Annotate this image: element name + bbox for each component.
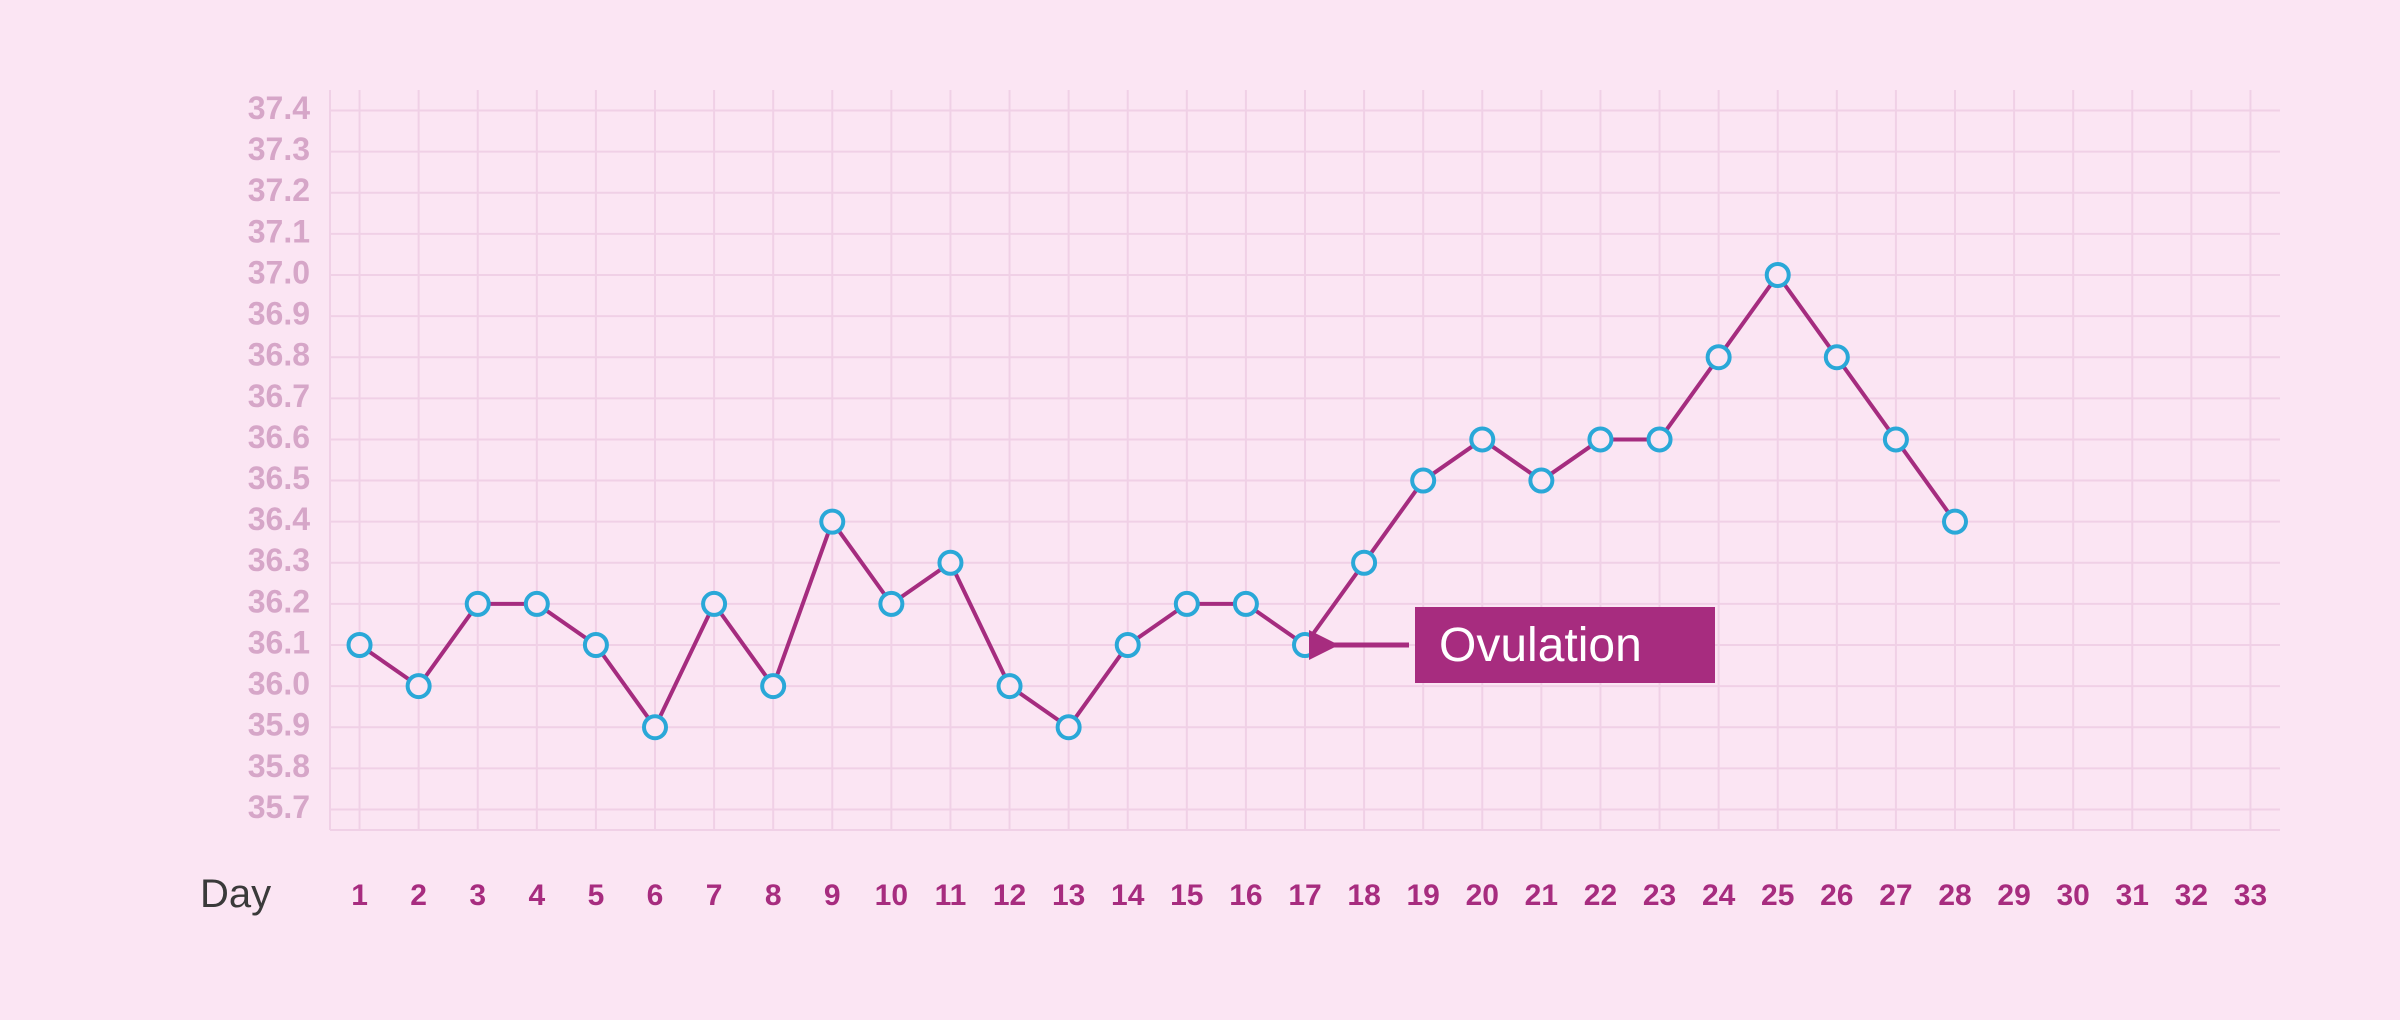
x-tick-label: 21 (1525, 879, 1558, 912)
y-tick-label: 37.0 (248, 254, 310, 290)
data-point (1058, 716, 1080, 738)
x-tick-label: 12 (993, 879, 1026, 912)
data-point (1885, 428, 1907, 450)
data-point (467, 593, 489, 615)
data-point (1235, 593, 1257, 615)
data-point (939, 552, 961, 574)
x-tick-label: 32 (2175, 879, 2208, 912)
data-point (1944, 511, 1966, 533)
x-tick-label: 15 (1170, 879, 1203, 912)
grid (330, 90, 2280, 830)
x-tick-label: 3 (469, 879, 486, 912)
x-tick-label: 2 (410, 879, 427, 912)
data-point (880, 593, 902, 615)
x-tick-label: 11 (935, 879, 967, 912)
y-tick-label: 35.9 (248, 707, 310, 743)
data-point (585, 634, 607, 656)
y-tick-label: 36.3 (248, 542, 310, 578)
y-tick-label: 36.1 (248, 624, 310, 660)
x-tick-label: 13 (1052, 879, 1085, 912)
y-axis: 35.7 35.8 35.9 36.0 36.1 36.2 36.3 36.4 36.5 36.6… (248, 90, 310, 825)
temperature-series (349, 264, 1966, 738)
y-tick-label: 36.6 (248, 419, 310, 455)
x-tick-label: 33 (2234, 879, 2267, 912)
data-point (1708, 346, 1730, 368)
x-tick-label: 16 (1229, 879, 1262, 912)
chart-svg: 35.7 35.8 35.9 36.0 36.1 36.2 36.3 36.4 36.5 36.6… (0, 0, 2400, 1020)
data-point (1176, 593, 1198, 615)
x-tick-label: 26 (1820, 879, 1853, 912)
x-tick-label: 29 (1997, 879, 2030, 912)
y-tick-label: 36.5 (248, 460, 310, 496)
y-tick-label: 37.2 (248, 172, 310, 208)
data-point (1649, 428, 1671, 450)
x-tick-label: 14 (1111, 879, 1145, 912)
y-tick-label: 37.4 (248, 90, 310, 126)
y-tick-label: 37.1 (248, 213, 310, 249)
data-point (1353, 552, 1375, 574)
data-point (762, 675, 784, 697)
temperature-line (360, 275, 1955, 727)
data-point (703, 593, 725, 615)
x-tick-label: 19 (1406, 879, 1439, 912)
data-point (349, 634, 371, 656)
data-point (1767, 264, 1789, 286)
x-tick-label: 28 (1938, 879, 1971, 912)
x-tick-label: 25 (1761, 879, 1794, 912)
x-tick-label: 22 (1584, 879, 1617, 912)
x-tick-label: 10 (875, 879, 908, 912)
x-tick-label: 9 (824, 879, 841, 912)
data-point (1294, 634, 1316, 656)
x-tick-label: 4 (528, 879, 545, 912)
data-point (408, 675, 430, 697)
y-tick-label: 37.3 (248, 131, 310, 167)
y-tick-label: 36.8 (248, 337, 310, 373)
x-axis: 1234567891011121314151617181920212223242… (200, 872, 2267, 916)
data-point (1117, 634, 1139, 656)
x-tick-label: 27 (1879, 879, 1912, 912)
data-point (1412, 470, 1434, 492)
y-tick-label: 36.9 (248, 296, 310, 332)
bbt-chart: 35.7 35.8 35.9 36.0 36.1 36.2 36.3 36.4 36.5 36.6… (0, 0, 2400, 1020)
data-point (1826, 346, 1848, 368)
x-tick-label: 18 (1347, 879, 1380, 912)
x-tick-label: 24 (1702, 879, 1736, 912)
annotation-label: Ovulation (1439, 619, 1642, 672)
x-tick-label: 5 (588, 879, 605, 912)
x-tick-label: 17 (1288, 879, 1321, 912)
y-tick-label: 35.8 (248, 748, 310, 784)
y-tick-label: 36.7 (248, 378, 310, 414)
x-tick-label: 6 (647, 879, 664, 912)
x-tick-label: 8 (765, 879, 782, 912)
y-tick-label: 35.7 (248, 789, 310, 825)
data-point (644, 716, 666, 738)
data-point (1589, 428, 1611, 450)
x-tick-label: 7 (706, 879, 723, 912)
data-point (526, 593, 548, 615)
x-tick-label: 20 (1466, 879, 1499, 912)
y-tick-label: 36.4 (248, 501, 310, 537)
x-tick-label: 30 (2056, 879, 2089, 912)
data-point (821, 511, 843, 533)
data-point (1471, 428, 1493, 450)
y-tick-label: 36.2 (248, 583, 310, 619)
ovulation-annotation: Ovulation (1329, 607, 1715, 683)
x-axis-label: Day (200, 872, 271, 916)
x-tick-label: 31 (2116, 879, 2149, 912)
data-point (1530, 470, 1552, 492)
data-point (999, 675, 1021, 697)
x-tick-label: 1 (351, 879, 368, 912)
y-tick-label: 36.0 (248, 666, 310, 702)
x-tick-label: 23 (1643, 879, 1676, 912)
